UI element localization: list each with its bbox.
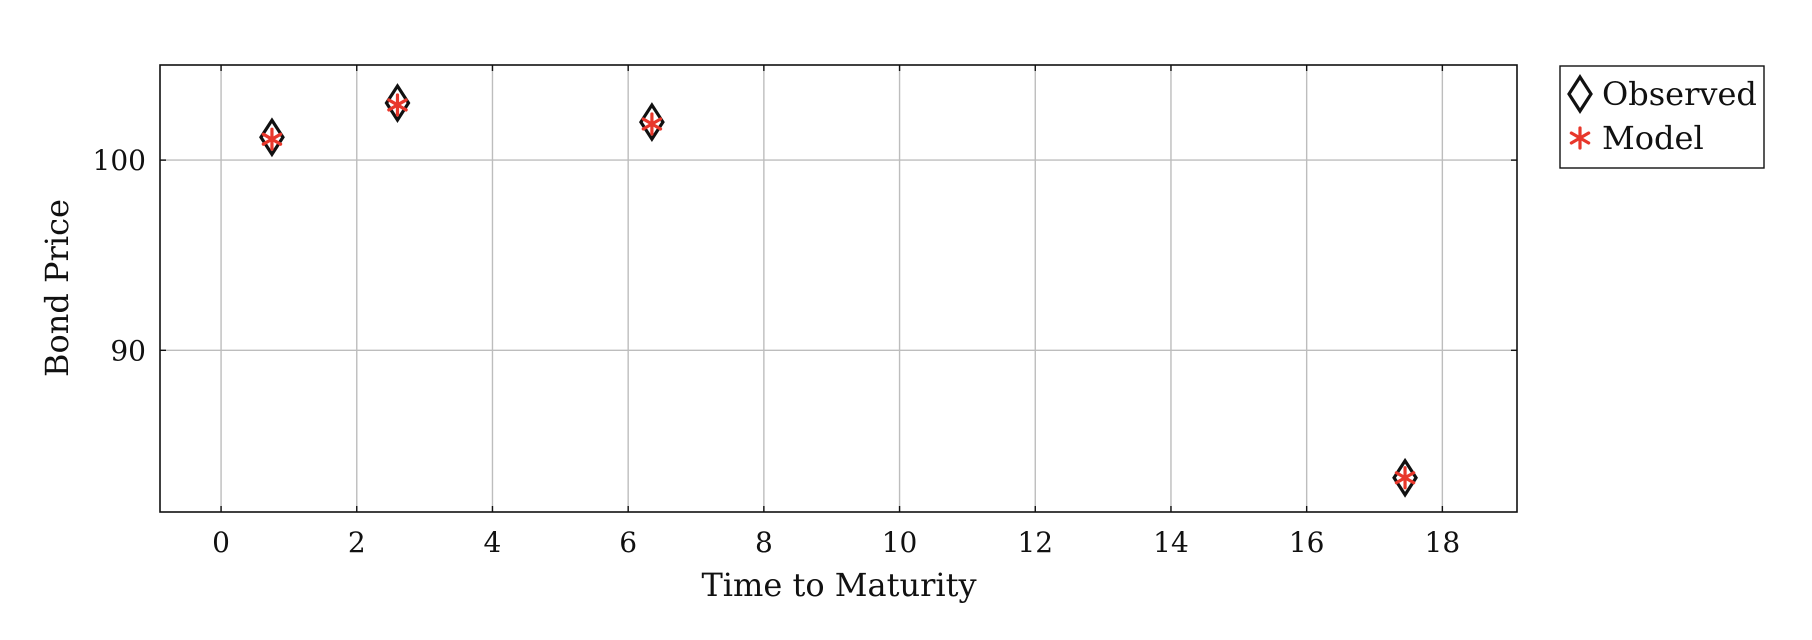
model-legend-symbol — [1569, 126, 1591, 150]
x-tick-label: 8 — [755, 526, 773, 559]
x-tick-label: 2 — [348, 526, 366, 559]
model-point — [387, 93, 408, 117]
grid — [160, 65, 1517, 512]
x-tick-label: 0 — [212, 526, 230, 559]
observed-point — [259, 117, 285, 158]
x-tick-label: 16 — [1289, 526, 1325, 559]
plot-frame — [159, 64, 1518, 513]
x-tick-label: 12 — [1017, 526, 1053, 559]
x-axis-ticks: 0 2 4 6 8 10 12 14 16 18 — [212, 65, 1460, 559]
legend-marker-model — [1569, 126, 1591, 150]
y-axis-label: Bond Price — [38, 199, 76, 377]
legend-label-model: Model — [1602, 119, 1704, 157]
model-point — [1394, 466, 1416, 490]
x-tick-label: 6 — [619, 526, 637, 559]
model-point — [261, 127, 283, 151]
observed-point — [639, 102, 665, 143]
legend: Observed Model — [1559, 65, 1765, 169]
x-axis-label: Time to Maturity — [701, 566, 976, 604]
observed-legend-symbol — [1567, 74, 1593, 114]
observed-point — [384, 83, 411, 123]
y-axis-ticks: 90 100 — [93, 144, 1517, 367]
y-tick-label: 90 — [110, 334, 146, 367]
legend-frame — [1559, 65, 1765, 169]
legend-label-observed: Observed — [1602, 75, 1757, 113]
y-tick-label: 100 — [93, 144, 146, 177]
x-tick-label: 14 — [1153, 526, 1189, 559]
x-tick-label: 10 — [882, 526, 918, 559]
x-tick-label: 4 — [484, 526, 502, 559]
model-point — [641, 112, 663, 136]
x-tick-label: 18 — [1425, 526, 1461, 559]
data-points — [259, 83, 1418, 498]
legend-marker-observed — [1567, 74, 1593, 114]
